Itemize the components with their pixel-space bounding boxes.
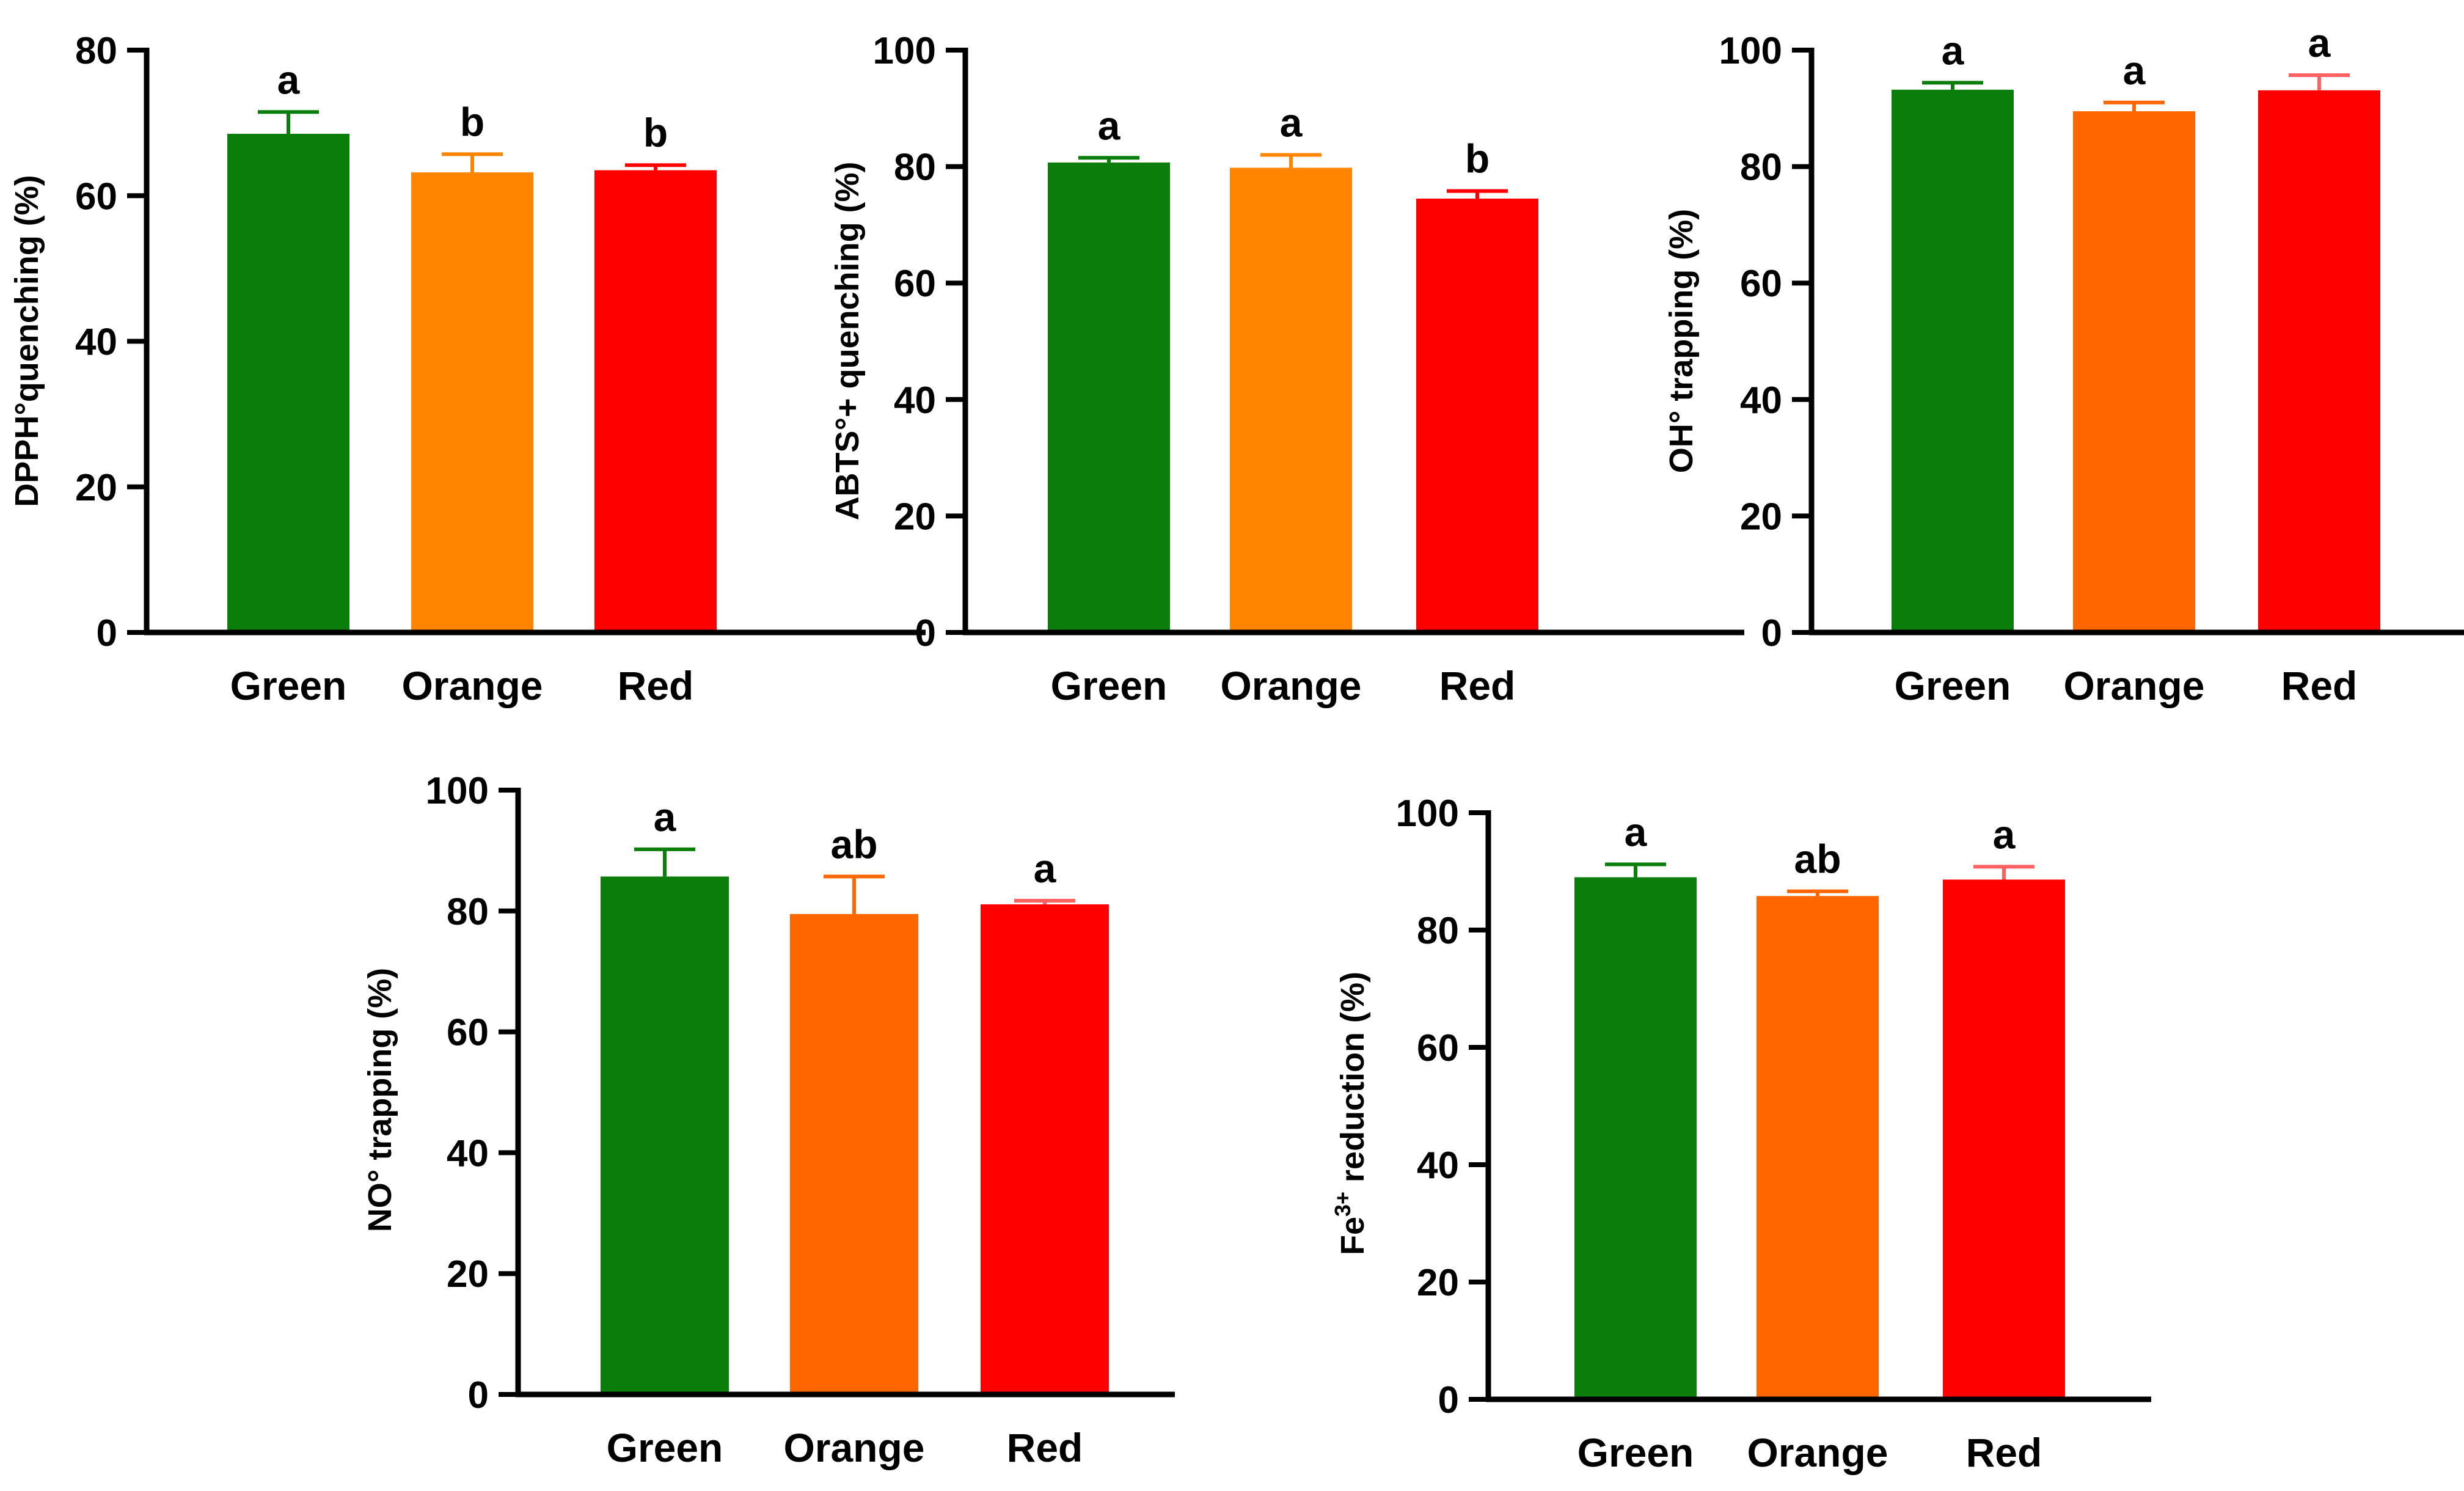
x-tick-label: Green: [1577, 1430, 1694, 1475]
significance-letter: a: [654, 794, 677, 840]
y-tick-label: 40: [447, 1132, 489, 1174]
y-tick-label: 100: [1719, 30, 1782, 72]
y-tick-label: 40: [1417, 1145, 1459, 1187]
bar-green: [601, 876, 729, 1394]
significance-letter: a: [1993, 811, 2016, 857]
x-tick-label: Red: [618, 663, 694, 708]
y-tick-label: 100: [1396, 793, 1459, 835]
y-tick-label: 20: [1740, 496, 1782, 538]
y-tick-label: 0: [468, 1374, 489, 1416]
significance-letter: a: [1098, 103, 1121, 148]
chart-panel-4: a Green ab Orange a Red 0 20 40 60 80 100 NO° trappi…: [362, 770, 1175, 1470]
y-tick-label: 0: [1761, 612, 1782, 654]
x-tick-label: Green: [230, 663, 347, 708]
y-tick-label: 60: [894, 263, 936, 305]
bar-orange: [790, 914, 918, 1394]
y-tick-label: 80: [894, 147, 936, 189]
significance-letter: ab: [1794, 837, 1841, 882]
x-tick-label: Red: [1439, 663, 1516, 708]
significance-letter: b: [643, 110, 668, 155]
x-tick-label: Red: [2281, 663, 2358, 708]
y-tick-label: 20: [894, 496, 936, 538]
bar-red: [1416, 199, 1538, 632]
y-axis-title: ABTS°+ quenching (%): [829, 161, 866, 520]
y-axis-title: NO° trapping (%): [362, 968, 398, 1233]
y-tick-label: 100: [426, 770, 489, 812]
chart-panel-1: a Green b Orange b Red 0 20 40 60 80 DPPH°quenching…: [9, 30, 926, 708]
bar-green: [1574, 877, 1697, 1399]
y-tick-label: 100: [873, 30, 936, 72]
y-axis-title: DPPH°quenching (%): [9, 175, 45, 507]
bar-green: [227, 133, 349, 632]
significance-letter: a: [1625, 809, 1648, 854]
y-tick-label: 20: [75, 467, 117, 509]
significance-letter: a: [277, 57, 301, 102]
y-tick-label: 40: [1740, 379, 1782, 422]
chart-panel-2: a Green a Orange b Red 0 20 40 60 80 100 ABTS°+ quen…: [829, 30, 1744, 708]
y-axis-title: Fe3+ reduction (%): [1330, 972, 1371, 1255]
chart-panel-5: a Green ab Orange a Red 0 20 40 60 80 100 Fe3+ reduc…: [1330, 793, 2151, 1475]
y-tick-label: 40: [894, 379, 936, 422]
x-tick-label: Green: [1051, 663, 1168, 708]
x-tick-label: Orange: [1747, 1430, 1888, 1475]
significance-letter: b: [1465, 136, 1490, 181]
y-tick-label: 40: [75, 321, 117, 364]
y-tick-label: 80: [75, 30, 117, 72]
significance-letter: a: [2308, 20, 2331, 65]
y-tick-label: 80: [1417, 910, 1459, 952]
bar-red: [594, 170, 717, 632]
x-tick-label: Green: [1895, 663, 2011, 708]
x-tick-label: Green: [607, 1425, 723, 1470]
significance-letter: a: [2123, 48, 2146, 93]
y-tick-label: 60: [1740, 263, 1782, 305]
x-tick-label: Red: [1007, 1425, 1083, 1470]
x-tick-label: Orange: [1220, 663, 1361, 708]
x-tick-label: Red: [1966, 1430, 2042, 1475]
bar-red: [2258, 90, 2380, 632]
bar-green: [1048, 162, 1170, 633]
significance-letter: a: [1942, 27, 1965, 73]
significance-letter: a: [1034, 846, 1057, 891]
bar-orange: [1757, 896, 1879, 1399]
y-tick-label: 60: [75, 175, 117, 218]
chart-panel-3: a Green a Orange a Red 0 20 40 60 80 100 OH° trappin…: [1663, 20, 2464, 708]
y-tick-label: 20: [1417, 1262, 1459, 1304]
x-tick-label: Orange: [783, 1425, 924, 1470]
y-tick-label: 0: [97, 612, 117, 654]
bar-red: [1943, 879, 2065, 1399]
y-tick-label: 0: [915, 612, 936, 654]
y-tick-label: 60: [447, 1012, 489, 1054]
y-axis-title: OH° trapping (%): [1663, 209, 1700, 474]
x-tick-label: Orange: [2063, 663, 2204, 708]
y-tick-label: 60: [1417, 1027, 1459, 1069]
bar-orange: [411, 172, 533, 632]
significance-letter: ab: [830, 821, 877, 866]
y-tick-label: 0: [1438, 1379, 1459, 1421]
y-tick-label: 80: [1740, 147, 1782, 189]
bar-green: [1892, 89, 2014, 632]
x-tick-label: Orange: [401, 663, 543, 708]
bar-orange: [2073, 111, 2195, 632]
bar-orange: [1230, 167, 1352, 633]
bar-red: [981, 904, 1109, 1394]
significance-letter: a: [1280, 100, 1303, 145]
significance-letter: b: [460, 99, 484, 144]
y-tick-label: 80: [447, 891, 489, 933]
y-tick-label: 20: [447, 1253, 489, 1295]
